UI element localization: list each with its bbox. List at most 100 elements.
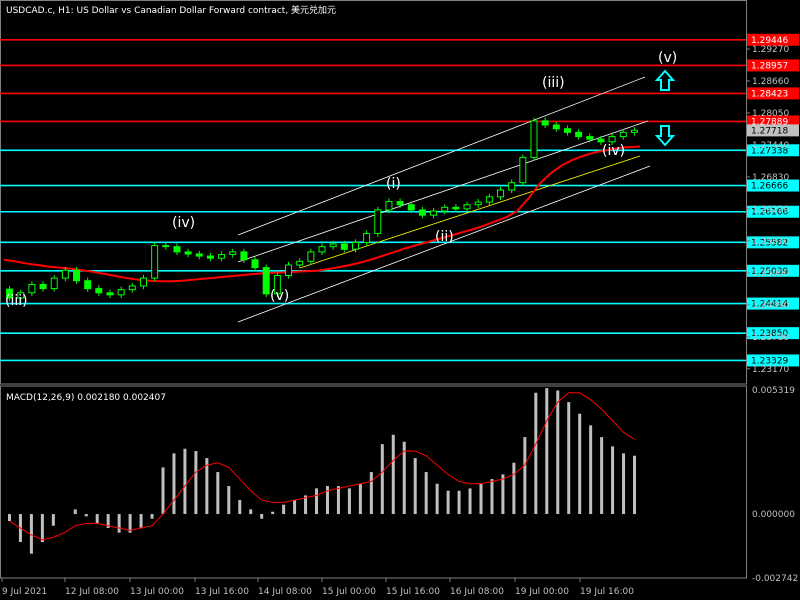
time-tick-label: 19 Jul 16:00 (580, 587, 634, 597)
wave-label: (iv) (172, 215, 195, 231)
channel-line (237, 120, 649, 263)
time-axis: 9 Jul 2021 12 Jul 08:00 13 Jul 00:00 13 Jul… (1, 578, 634, 597)
candle-body (162, 245, 170, 248)
level-tag-label: 1.24414 (751, 300, 788, 310)
time-tick-label: 14 Jul 08:00 (258, 587, 312, 597)
chart-title: USDCAD.c, H1: US Dollar vs Canadian Doll… (6, 4, 336, 16)
level-tag-label: 1.28957 (751, 61, 788, 71)
candle-body (218, 254, 226, 259)
level-tag (747, 354, 799, 367)
candle-body (497, 189, 505, 198)
candle-body (273, 274, 281, 295)
time-tick-label: 13 Jul 16:00 (195, 587, 249, 597)
candle-body (508, 182, 516, 191)
time-tick-label: 15 Jul 00:00 (322, 587, 376, 597)
candle-body (285, 264, 293, 276)
candle-body (206, 255, 214, 259)
candle-body (6, 288, 14, 299)
price-tick-label: 1.25610 (752, 237, 789, 247)
grid-lines (0, 0, 747, 579)
price-tick-label: 1.28660 (752, 77, 789, 87)
candle-body (151, 245, 159, 279)
time-tick-label: 12 Jul 08:00 (65, 587, 119, 597)
time-tick-label: 13 Jul 00:00 (130, 587, 184, 597)
candle-body (340, 243, 348, 250)
candle-body (307, 251, 315, 262)
price-tick-label: 1.23780 (752, 333, 789, 343)
candle-body (139, 277, 147, 287)
candle-body (251, 259, 259, 269)
direction-arrows[interactable] (654, 69, 676, 147)
price-axis: 1.29270 1.28660 1.28050 1.27440 1.26830 1.262… (746, 45, 799, 375)
macd-tick-label: 0.005319 (752, 386, 795, 396)
candle-body (117, 289, 125, 296)
candle-body (95, 288, 103, 294)
candle-body (597, 138, 605, 143)
horizontal-levels[interactable]: 1.29446 1.28957 1.28423 1.27889 1.27338 1.266… (0, 33, 799, 367)
current-price-tag (747, 124, 799, 137)
price-channel[interactable] (237, 76, 651, 323)
level-tag (747, 59, 799, 72)
candle-body (619, 131, 627, 138)
candle-body (485, 196, 493, 203)
price-tick-label: 1.25000 (752, 269, 789, 279)
ma-line (3, 145, 641, 283)
wave-label: (v) (270, 288, 289, 304)
price-tick-label: 1.29270 (752, 45, 789, 55)
level-tag-label: 1.26666 (751, 182, 788, 192)
candle-body (318, 246, 326, 253)
macd-panel: 0.005319 0.000000 -0.002742 (7, 386, 798, 584)
candle-body (474, 201, 482, 206)
candle-body (84, 280, 92, 290)
time-tick-label: 19 Jul 00:00 (515, 587, 569, 597)
level-tag-label: 1.23850 (751, 329, 788, 339)
wave-label: (iii) (542, 75, 565, 91)
price-candles (6, 117, 638, 302)
macd-signal-line (9, 392, 635, 541)
level-tag (747, 297, 799, 310)
candle-body (452, 206, 460, 210)
level-tag (747, 87, 799, 100)
candle-body (262, 267, 270, 295)
candle-body (552, 124, 560, 130)
price-tick-label: 1.24390 (752, 301, 789, 311)
time-tick-label: 15 Jul 16:00 (386, 587, 440, 597)
candle-body (396, 201, 404, 206)
candle-body (329, 243, 337, 248)
channel-line (237, 165, 651, 323)
level-tag-label: 1.28423 (751, 89, 788, 99)
level-tag-label: 1.27338 (751, 146, 788, 156)
wave-labels: (iii) (iv) (v) (i) (ii) (iii) (iv) (v) (5, 50, 677, 309)
candle-body (363, 233, 371, 243)
candle-body (50, 277, 58, 290)
price-tick-label: 1.26220 (752, 205, 789, 215)
candle-body (229, 251, 237, 256)
channel-line (237, 76, 646, 236)
level-tag (747, 264, 799, 277)
wave-label: (v) (658, 50, 677, 66)
wave-label: (iii) (5, 293, 28, 309)
candle-body (463, 204, 471, 210)
price-tick-label: 1.28050 (752, 109, 789, 119)
candle-body (530, 120, 538, 159)
candle-body (240, 251, 248, 261)
candle-body (563, 128, 571, 133)
candle-body (173, 246, 181, 253)
macd-panel-border (0, 385, 747, 579)
candle-body (385, 201, 393, 211)
candle-body (73, 269, 81, 282)
wave-label: (i) (386, 176, 401, 192)
level-tag (747, 205, 799, 218)
macd-tick-label: 0.000000 (752, 510, 795, 520)
level-tag-label: 1.25039 (751, 267, 788, 277)
candle-body (184, 251, 192, 255)
candle-body (61, 269, 69, 279)
candle-body (17, 292, 25, 299)
candle-body (106, 292, 114, 296)
macd-header: MACD(12,26,9) 0.002180 0.002407 (6, 393, 166, 403)
level-tag-label: 1.29446 (751, 36, 788, 46)
level-tag (747, 236, 799, 249)
wave-label: (iv) (602, 143, 625, 159)
